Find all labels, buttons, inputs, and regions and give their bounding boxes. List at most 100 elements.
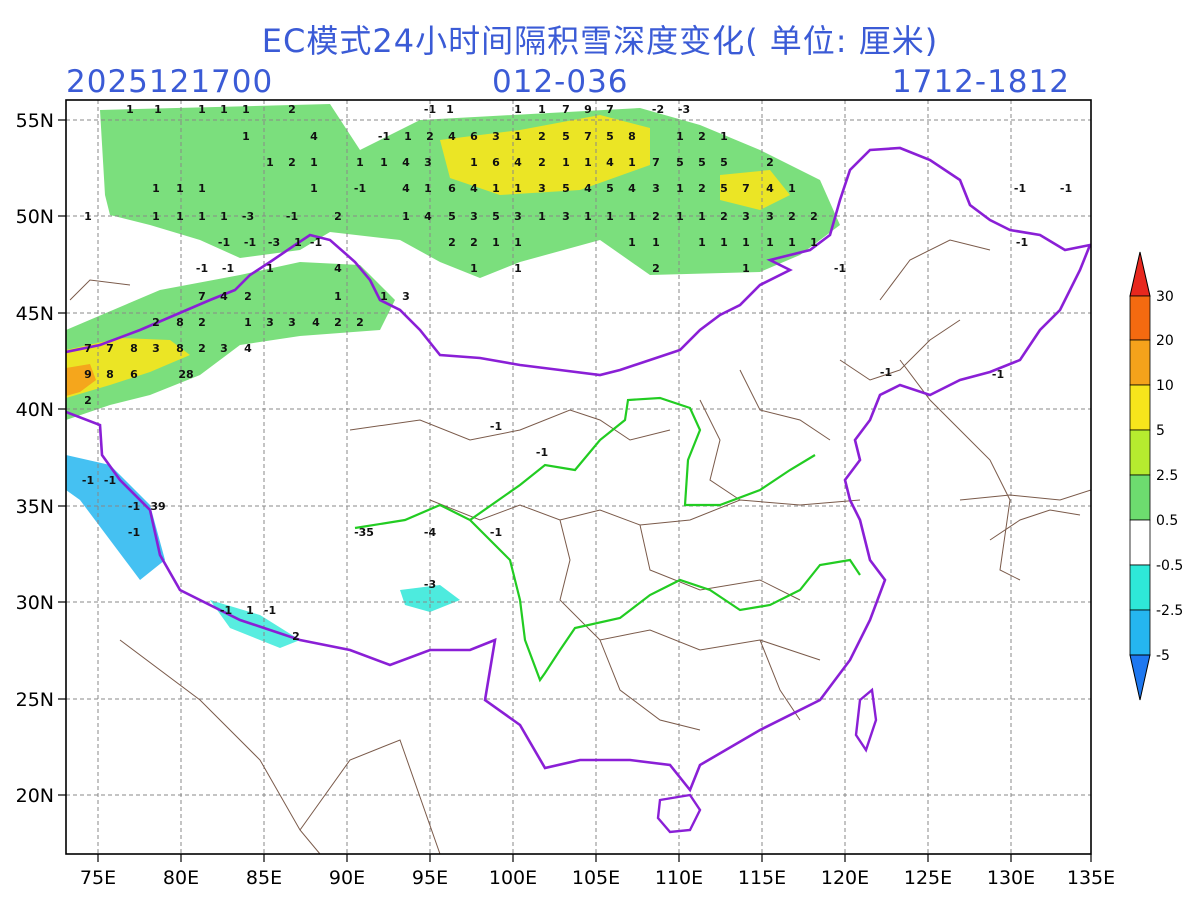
map-value: 1 <box>584 210 592 223</box>
taiwan-island <box>854 687 878 753</box>
map-value: 3 <box>766 210 774 223</box>
map-value: 1 <box>380 290 388 303</box>
map-value: 1 <box>514 236 522 249</box>
map-value: 6 <box>470 130 478 143</box>
map-value: -3 <box>424 578 436 591</box>
map-value: 1 <box>242 103 250 116</box>
map-value: -1 <box>220 604 232 617</box>
province-borders <box>69 239 1091 854</box>
map-value: -1 <box>536 446 548 459</box>
map-value: 1 <box>810 236 818 249</box>
map-value: 1 <box>152 210 160 223</box>
map-value: 1 <box>152 182 160 195</box>
colorbar-swatch <box>1129 339 1151 386</box>
map-value: -1 <box>104 474 116 487</box>
map-value: -1 <box>218 236 230 249</box>
map-title: EC模式24小时间隔积雪深度变化( 单位: 厘米) <box>261 22 939 60</box>
map-value: 5 <box>676 156 684 169</box>
lon-label: 100E <box>489 867 537 889</box>
map-value: -1 <box>286 210 298 223</box>
map-value: 7 <box>198 290 206 303</box>
map-value: 4 <box>310 130 318 143</box>
map-value: 4 <box>220 290 228 303</box>
map-value-labels: 1 1 1 1 1 2 -1 1 1 1 7 9 7 -2 -3 4 1 -1 … <box>82 103 1072 643</box>
map-value: 2 <box>652 262 660 275</box>
map-value: -1 <box>490 420 502 433</box>
snow-band-north <box>100 104 840 278</box>
snow-peak-west <box>66 364 96 396</box>
map-value: -1 <box>222 262 234 275</box>
map-value: 3 <box>492 130 500 143</box>
map-value: 9 <box>584 103 592 116</box>
map-value: 2 <box>698 182 706 195</box>
map-value: 3 <box>652 182 660 195</box>
map-value: 4 <box>606 156 614 169</box>
map-value: 28 <box>178 368 193 381</box>
colorbar-swatch <box>1129 384 1151 431</box>
colorbar-label: -0.5 <box>1156 558 1183 574</box>
map-value: -1 <box>128 526 140 539</box>
init-time-label: 2025121700 <box>66 64 274 100</box>
valid-range-label: 1712-1812 <box>892 64 1070 100</box>
map-value: 7 <box>742 182 750 195</box>
map-value: 1 <box>492 182 500 195</box>
map-value: 1 <box>404 130 412 143</box>
map-value: 8 <box>176 316 184 329</box>
map-value: 2 <box>198 342 206 355</box>
map-value: 3 <box>152 342 160 355</box>
map-value: 1 <box>244 316 252 329</box>
map-value: 1 <box>720 236 728 249</box>
map-value: 4 <box>402 182 410 195</box>
map-value: -1 <box>1016 236 1028 249</box>
map-value: 1 <box>492 236 500 249</box>
map-value: 7 <box>606 103 614 116</box>
map-value: 2 <box>538 130 546 143</box>
map-value: 2 <box>334 210 342 223</box>
map-value: 2 <box>288 103 296 116</box>
map-value: 3 <box>538 182 546 195</box>
plateau-outline-north <box>469 396 816 521</box>
map-value: 2 <box>292 630 300 643</box>
map-value: 3 <box>220 342 228 355</box>
map-value: 1 <box>788 182 796 195</box>
map-value: 5 <box>606 130 614 143</box>
map-value: 1 <box>220 210 228 223</box>
axis-ticks <box>58 119 1092 862</box>
map-value: 4 <box>470 182 478 195</box>
map-value: -1 <box>834 262 846 275</box>
map-value: 3 <box>402 290 410 303</box>
map-value: 1 <box>742 236 750 249</box>
map-value: 1 <box>242 130 250 143</box>
map-value: 3 <box>266 316 274 329</box>
map-value: 1 <box>788 236 796 249</box>
map-value: 1 <box>470 156 478 169</box>
map-value: 5 <box>720 182 728 195</box>
map-value: 1 <box>294 236 302 249</box>
map-value: 2 <box>766 156 774 169</box>
map-value: -1 <box>378 130 390 143</box>
map-value: 8 <box>628 130 636 143</box>
lat-lon-grid <box>66 100 1091 854</box>
map-value: 1 <box>198 103 206 116</box>
map-value: 6 <box>492 156 500 169</box>
map-value: 1 <box>266 156 274 169</box>
lon-label: 85E <box>246 867 282 889</box>
map-value: -3 <box>242 210 254 223</box>
map-value: 1 <box>652 236 660 249</box>
colorbar-label: 20 <box>1156 333 1174 349</box>
map-value: 4 <box>628 182 636 195</box>
map-value: 4 <box>514 156 522 169</box>
map-value: 1 <box>310 156 318 169</box>
map-value: 1 <box>628 210 636 223</box>
colorbar-label: 30 <box>1156 289 1174 305</box>
map-value: 1 <box>766 236 774 249</box>
map-value: 2 <box>244 290 252 303</box>
map-value: -1 <box>1060 182 1072 195</box>
lon-label: 135E <box>1067 867 1115 889</box>
map-value: 2 <box>84 394 92 407</box>
colorbar-swatch <box>1129 295 1151 341</box>
map-value: 2 <box>356 316 364 329</box>
map-value: 3 <box>562 210 570 223</box>
colorbar-label: 2.5 <box>1156 468 1178 484</box>
map-value: -4 <box>424 526 437 539</box>
